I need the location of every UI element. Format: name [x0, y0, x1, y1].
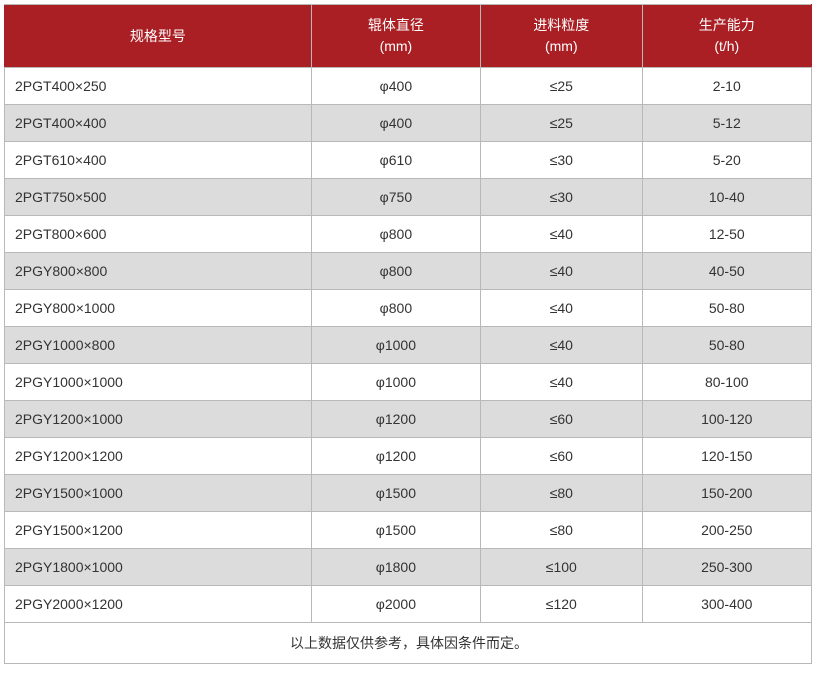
table-row: 2PGT610×400φ610≤305-20 [5, 142, 812, 179]
table-cell: 5-20 [642, 142, 811, 179]
header-diameter-line2: (mm) [380, 38, 413, 54]
table-row: 2PGY1000×1000φ1000≤4080-100 [5, 364, 812, 401]
table-body: 2PGT400×250φ400≤252-102PGT400×400φ400≤25… [5, 68, 812, 664]
table-cell: 2PGT610×400 [5, 142, 312, 179]
header-diameter: 辊体直径 (mm) [311, 5, 480, 68]
table-cell: φ1200 [311, 401, 480, 438]
table-cell: φ2000 [311, 586, 480, 623]
table-cell: 80-100 [642, 364, 811, 401]
table-row: 2PGT750×500φ750≤3010-40 [5, 179, 812, 216]
table-cell: 300-400 [642, 586, 811, 623]
table-cell: 40-50 [642, 253, 811, 290]
table-cell: 10-40 [642, 179, 811, 216]
table-cell: 120-150 [642, 438, 811, 475]
table-cell: φ1000 [311, 327, 480, 364]
header-model: 规格型号 [5, 5, 312, 68]
table-row: 2PGY2000×1200φ2000≤120300-400 [5, 586, 812, 623]
table-cell: φ400 [311, 105, 480, 142]
table-cell: ≤25 [481, 68, 642, 105]
table-row: 2PGY1500×1200φ1500≤80200-250 [5, 512, 812, 549]
table-cell: ≤40 [481, 327, 642, 364]
table-cell: φ1200 [311, 438, 480, 475]
table-cell: 2PGY1200×1000 [5, 401, 312, 438]
table-cell: 2PGT400×250 [5, 68, 312, 105]
table-cell: 5-12 [642, 105, 811, 142]
table-cell: ≤30 [481, 142, 642, 179]
table-cell: ≤40 [481, 253, 642, 290]
spec-table-wrapper: 规格型号 辊体直径 (mm) 进料粒度 (mm) 生产能力 (t/h) 2PGT… [4, 4, 812, 664]
table-row: 2PGY1000×800φ1000≤4050-80 [5, 327, 812, 364]
table-cell: φ800 [311, 253, 480, 290]
table-row: 2PGY800×1000φ800≤4050-80 [5, 290, 812, 327]
table-cell: 150-200 [642, 475, 811, 512]
table-cell: 2PGT750×500 [5, 179, 312, 216]
table-cell: 2PGY1500×1200 [5, 512, 312, 549]
header-diameter-line1: 辊体直径 [368, 17, 424, 33]
table-cell: 2PGT800×600 [5, 216, 312, 253]
table-cell: ≤25 [481, 105, 642, 142]
table-cell: φ610 [311, 142, 480, 179]
table-cell: φ1000 [311, 364, 480, 401]
table-cell: ≤120 [481, 586, 642, 623]
header-capacity-line2: (t/h) [714, 38, 739, 54]
table-cell: 2-10 [642, 68, 811, 105]
table-footnote: 以上数据仅供参考，具体因条件而定。 [5, 623, 812, 664]
table-cell: 250-300 [642, 549, 811, 586]
table-row: 2PGY1200×1000φ1200≤60100-120 [5, 401, 812, 438]
header-capacity: 生产能力 (t/h) [642, 5, 811, 68]
table-header: 规格型号 辊体直径 (mm) 进料粒度 (mm) 生产能力 (t/h) [5, 5, 812, 68]
table-footnote-row: 以上数据仅供参考，具体因条件而定。 [5, 623, 812, 664]
table-cell: 2PGY1500×1000 [5, 475, 312, 512]
table-cell: ≤60 [481, 401, 642, 438]
table-cell: ≤40 [481, 364, 642, 401]
header-model-line1: 规格型号 [130, 28, 186, 44]
table-row: 2PGY1200×1200φ1200≤60120-150 [5, 438, 812, 475]
table-row: 2PGT800×600φ800≤4012-50 [5, 216, 812, 253]
table-cell: ≤60 [481, 438, 642, 475]
table-cell: φ1500 [311, 512, 480, 549]
table-row: 2PGY1500×1000φ1500≤80150-200 [5, 475, 812, 512]
table-cell: 12-50 [642, 216, 811, 253]
header-feed-line2: (mm) [545, 38, 578, 54]
table-cell: φ400 [311, 68, 480, 105]
table-cell: ≤100 [481, 549, 642, 586]
table-cell: ≤40 [481, 290, 642, 327]
table-cell: 2PGY1000×1000 [5, 364, 312, 401]
table-cell: ≤40 [481, 216, 642, 253]
header-feed: 进料粒度 (mm) [481, 5, 642, 68]
table-cell: φ1500 [311, 475, 480, 512]
table-row: 2PGT400×400φ400≤255-12 [5, 105, 812, 142]
header-capacity-line1: 生产能力 [699, 17, 755, 33]
table-cell: φ800 [311, 290, 480, 327]
table-cell: 2PGY800×1000 [5, 290, 312, 327]
table-cell: 200-250 [642, 512, 811, 549]
table-cell: 2PGY1800×1000 [5, 549, 312, 586]
table-cell: φ750 [311, 179, 480, 216]
table-cell: 2PGY1000×800 [5, 327, 312, 364]
table-cell: ≤30 [481, 179, 642, 216]
table-row: 2PGY800×800φ800≤4040-50 [5, 253, 812, 290]
table-cell: 50-80 [642, 327, 811, 364]
header-feed-line1: 进料粒度 [533, 17, 589, 33]
table-cell: 100-120 [642, 401, 811, 438]
table-row: 2PGY1800×1000φ1800≤100250-300 [5, 549, 812, 586]
table-cell: ≤80 [481, 512, 642, 549]
table-cell: 50-80 [642, 290, 811, 327]
table-row: 2PGT400×250φ400≤252-10 [5, 68, 812, 105]
table-cell: 2PGY1200×1200 [5, 438, 312, 475]
table-cell: φ800 [311, 216, 480, 253]
table-cell: 2PGT400×400 [5, 105, 312, 142]
table-cell: 2PGY2000×1200 [5, 586, 312, 623]
spec-table: 规格型号 辊体直径 (mm) 进料粒度 (mm) 生产能力 (t/h) 2PGT… [4, 4, 812, 664]
table-cell: 2PGY800×800 [5, 253, 312, 290]
table-cell: φ1800 [311, 549, 480, 586]
table-cell: ≤80 [481, 475, 642, 512]
